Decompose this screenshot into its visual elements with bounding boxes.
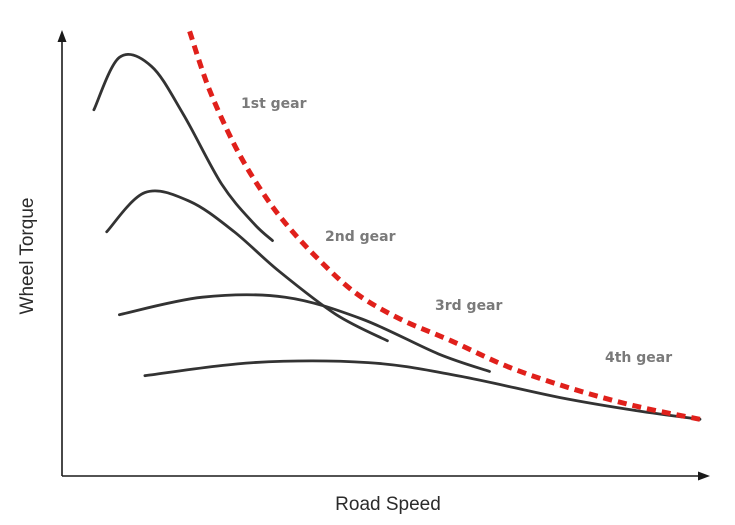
series-line-gear-4 [143,359,702,421]
label-layer: 1st gear 2nd gear 3rd gear 4th gear [241,96,672,366]
y-axis-title: Wheel Torque [17,198,38,315]
x-axis-arrow-icon [698,471,710,481]
series-line-gear-3 [118,293,491,373]
series-label-gear-3: 3rd gear [435,298,503,314]
x-axis-title: Road Speed [335,494,441,515]
y-axis [57,30,67,476]
series-layer [92,30,702,422]
series-label-gear-4: 4th gear [605,350,672,366]
tractive-effort-envelope-line [187,30,701,422]
series-label-gear-1: 1st gear [241,96,307,112]
x-axis [62,471,710,481]
y-axis-arrow-icon [57,30,67,42]
series-line-gear-2 [105,189,389,343]
series-line-gear-1 [92,53,274,242]
series-label-gear-2: 2nd gear [325,229,396,245]
